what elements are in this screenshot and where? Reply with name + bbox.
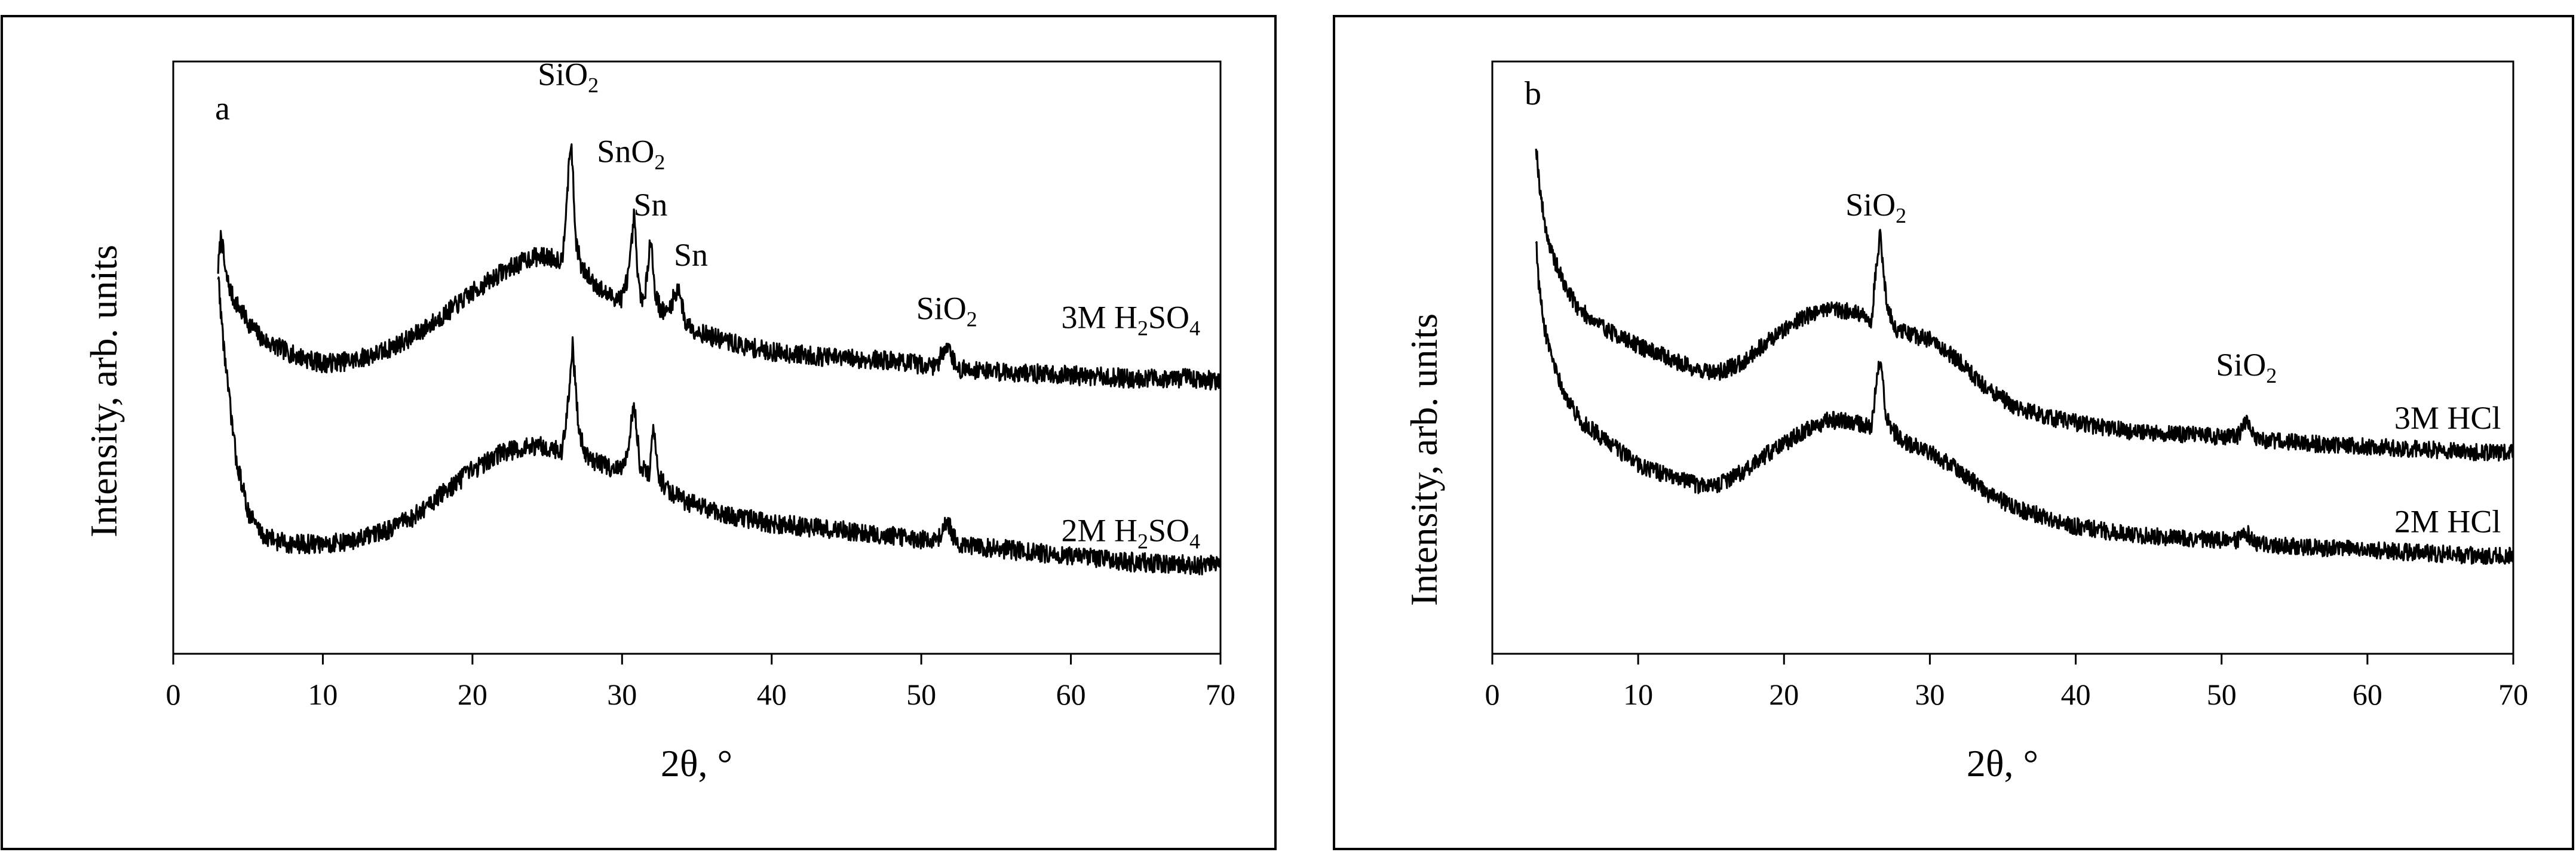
panel-b-ylabel: Intensity, arb. units <box>1403 313 1445 606</box>
panel-b-xtick-label: 60 <box>2353 678 2382 711</box>
panel-b-xtick-label: 20 <box>1769 678 1799 711</box>
panel-a-xtick-label: 60 <box>1056 678 1086 711</box>
panel-a-series-label: 3M H2SO4 <box>1061 299 1200 340</box>
panel-a-plot-area <box>172 60 1222 655</box>
panel-a-xlabel: 2θ, ° <box>661 742 732 785</box>
panel-b-frame <box>1333 15 2574 850</box>
panel-a-series-line <box>217 276 1222 576</box>
panel-a-series-label: 2M H2SO4 <box>1061 513 1200 553</box>
panel-a-peak-annotation: Sn <box>633 187 667 223</box>
panel-b-xtick-label: 70 <box>2498 678 2528 711</box>
panel-b-series-line <box>1535 149 2514 462</box>
panel-b-peak-annotation: SiO2 <box>2216 347 2277 387</box>
panel-b-xtick-label: 40 <box>2061 678 2091 711</box>
panel-a-xtick-label: 10 <box>308 678 338 711</box>
panel-a-xtick-label: 20 <box>458 678 487 711</box>
panel-b-series-label: 3M HCl <box>2394 400 2501 436</box>
panel-a-xtick-label: 0 <box>166 678 181 711</box>
panel-b-xtick-label: 30 <box>1915 678 1945 711</box>
panel-b-xtick-label: 10 <box>1623 678 1653 711</box>
panel-a-frame <box>1 15 1277 850</box>
panel-a-peak-annotation: SiO2 <box>538 57 599 97</box>
panel-b-series-label: 2M HCl <box>2394 504 2501 540</box>
panel-b-xtick-label: 0 <box>1485 678 1500 711</box>
panel-a-xtick-label: 30 <box>607 678 637 711</box>
panel-a-ylabel: Intensity, arb. units <box>82 245 125 537</box>
panel-b-series-line <box>1535 241 2514 565</box>
panel-a: 0 10 20 30 40 50 60 70 3M H2SO4 2M H2SO4 SiO2 SnO2 S… <box>166 57 1236 711</box>
panel-b-label: b <box>1525 75 1541 112</box>
panel-a-label: a <box>215 90 230 127</box>
panel-a-xtick-label: 50 <box>906 678 936 711</box>
panel-b: 0 10 20 30 40 50 60 70 3M HCl 2M HCl SiO2 SiO2 <box>1485 149 2528 711</box>
panel-a-xtick-label: 70 <box>1206 678 1235 711</box>
panel-b-xlabel: 2θ, ° <box>1967 742 2038 785</box>
panel-a-peak-annotation: SiO2 <box>916 291 977 331</box>
panel-b-xtick-label: 50 <box>2207 678 2237 711</box>
panel-a-xtick-label: 40 <box>757 678 787 711</box>
panel-b-peak-annotation: SiO2 <box>1845 187 1906 227</box>
panel-b-plot-area <box>1491 60 2514 655</box>
panel-a-peak-annotation: Sn <box>674 237 708 273</box>
panel-a-series-line <box>217 143 1222 390</box>
panel-a-peak-annotation: SnO2 <box>597 134 665 174</box>
